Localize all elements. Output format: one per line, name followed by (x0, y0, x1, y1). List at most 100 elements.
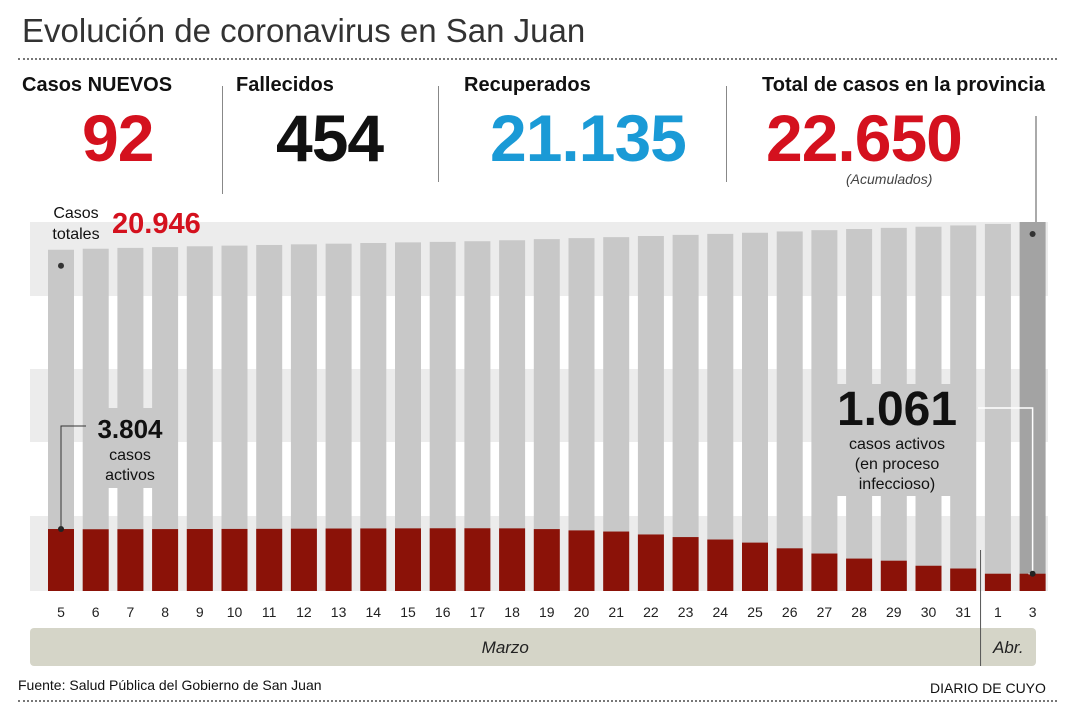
deaths-label: Fallecidos (236, 74, 334, 96)
x-tick-label: 26 (782, 604, 798, 620)
total-cases-bar (776, 231, 803, 591)
active-cases-bar (395, 528, 421, 591)
x-tick-label: 10 (227, 604, 243, 620)
total-cases-bar (707, 233, 734, 592)
active-cases-bar (48, 529, 74, 591)
x-tick-label: 21 (608, 604, 624, 620)
x-tick-label: 6 (92, 604, 100, 620)
x-tick-label: 11 (262, 604, 277, 620)
active-marker (1029, 570, 1036, 577)
deaths-value: 454 (276, 101, 384, 175)
new-cases-label: Casos NUEVOS (22, 74, 173, 96)
active-cases-bar (637, 534, 664, 591)
active-cases-bar (464, 528, 491, 591)
total-label: Total de casos en la provincia (762, 74, 1046, 96)
first-active-label: activos (105, 467, 155, 484)
active-cases-bar (186, 529, 213, 591)
active-cases-bar (603, 531, 630, 591)
footer-divider (18, 700, 1057, 702)
recovered-label: Recuperados (464, 74, 591, 96)
x-tick-label: 24 (713, 604, 729, 620)
total-cases-bar (637, 236, 664, 591)
active-cases-bar (152, 529, 179, 591)
x-tick-label: 18 (504, 604, 520, 620)
active-cases-bar (499, 528, 526, 591)
x-tick-label: 16 (435, 604, 451, 620)
first-active-label: casos (109, 447, 151, 464)
x-tick-label: 20 (574, 604, 590, 620)
new-cases-value: 92 (82, 101, 154, 175)
x-tick-label: 27 (817, 604, 833, 620)
x-tick-label: 7 (127, 604, 135, 620)
active-cases-bar (950, 568, 977, 591)
label-background (826, 384, 970, 496)
brand-credit: DIARIO DE CUYO (930, 680, 1046, 696)
casos-totales-label: totales (52, 226, 99, 243)
x-tick-label: 19 (539, 604, 555, 620)
active-cases-bar (533, 529, 560, 591)
cumulative-note: (Acumulados) (846, 171, 933, 187)
active-cases-bar (915, 565, 942, 591)
active-cases-bar (82, 529, 109, 591)
stat-divider (222, 86, 223, 194)
active-cases-bar (742, 542, 768, 591)
x-tick-label: 9 (196, 604, 204, 620)
x-tick-label: 25 (747, 604, 763, 620)
total-marker (1029, 231, 1036, 237)
leader-line (60, 425, 92, 530)
last-active-label: infeccioso) (859, 476, 935, 493)
x-tick-label: 17 (470, 604, 486, 620)
stat-divider (726, 86, 727, 182)
x-tick-label: 28 (851, 604, 867, 620)
active-cases-bar (429, 528, 456, 591)
total-cases-bar (672, 234, 699, 592)
active-cases-bar (984, 573, 1011, 591)
last-active-label: (en proceso (855, 456, 940, 473)
x-tick-label: 14 (366, 604, 382, 620)
last-active-value: 1.061 (837, 383, 957, 436)
active-cases-bar (568, 530, 595, 591)
x-tick-label: 22 (643, 604, 659, 620)
active-cases-bar (290, 528, 317, 591)
active-cases-bar (672, 537, 699, 591)
recovered-value: 21.135 (490, 101, 687, 175)
last-active-label: casos activos (849, 436, 945, 453)
active-cases-bar (846, 558, 873, 591)
casos-totales-label: Casos (53, 205, 98, 222)
x-tick-label: 1 (994, 604, 1002, 620)
month-label: Abr. (992, 638, 1024, 657)
total-value: 22.650 (766, 101, 963, 175)
casos-totales-value: 20.946 (112, 208, 201, 240)
active-cases-bar (776, 548, 803, 591)
active-cases-bar (707, 539, 734, 591)
active-cases-bar (811, 553, 838, 591)
source-note: Fuente: Salud Pública del Gobierno de Sa… (18, 677, 322, 693)
month-label: Marzo (482, 638, 529, 657)
active-cases-bar (880, 560, 907, 591)
x-tick-label: 30 (921, 604, 937, 620)
x-tick-label: 8 (161, 604, 169, 620)
total-cases-bar (742, 232, 768, 591)
x-tick-label: 13 (331, 604, 347, 620)
month-band (30, 628, 1036, 666)
x-tick-label: 29 (886, 604, 902, 620)
x-tick-label: 3 (1029, 604, 1037, 620)
x-tick-label: 15 (400, 604, 416, 620)
stat-divider (438, 86, 439, 182)
x-tick-label: 23 (678, 604, 694, 620)
x-tick-label: 12 (296, 604, 312, 620)
active-cases-bar (360, 528, 387, 591)
active-cases-bar (1019, 573, 1046, 591)
active-cases-bar (325, 528, 352, 591)
active-cases-bar (256, 528, 283, 591)
active-cases-bar (221, 528, 248, 591)
first-active-value: 3.804 (97, 414, 163, 444)
chart-title: Evolución de coronavirus en San Juan (22, 12, 586, 49)
title-divider (18, 58, 1057, 60)
x-tick-label: 31 (955, 604, 971, 620)
total-marker (58, 262, 64, 269)
active-cases-bar (117, 529, 144, 591)
x-tick-label: 5 (57, 604, 65, 620)
label-background (86, 408, 168, 488)
